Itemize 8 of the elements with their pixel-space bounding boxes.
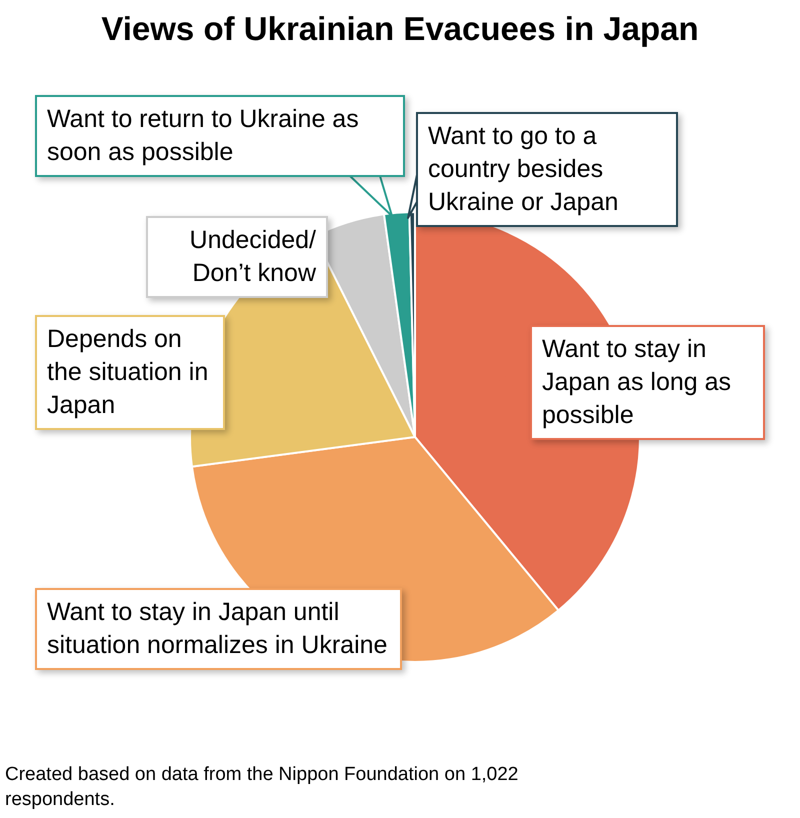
slice-label: Want to stay in Japan as long as possible bbox=[530, 325, 765, 440]
slice-label: Depends on the situation in Japan bbox=[35, 315, 225, 430]
slice-label: Want to return to Ukraine as soon as possible bbox=[35, 95, 405, 177]
slice-label: Undecided/ Don’t know bbox=[146, 216, 328, 298]
text: Created based on data from the Nippon Foundation on 1,022 respondents. bbox=[5, 763, 520, 812]
chart-title: Views of Ukrainian Evacuees in Japan bbox=[100, 10, 700, 48]
slice-label: Want to go to a country besides Ukraine or Japan bbox=[416, 112, 678, 227]
slice-label: Want to stay in Japan until situation normalizes in Ukraine bbox=[35, 588, 402, 670]
